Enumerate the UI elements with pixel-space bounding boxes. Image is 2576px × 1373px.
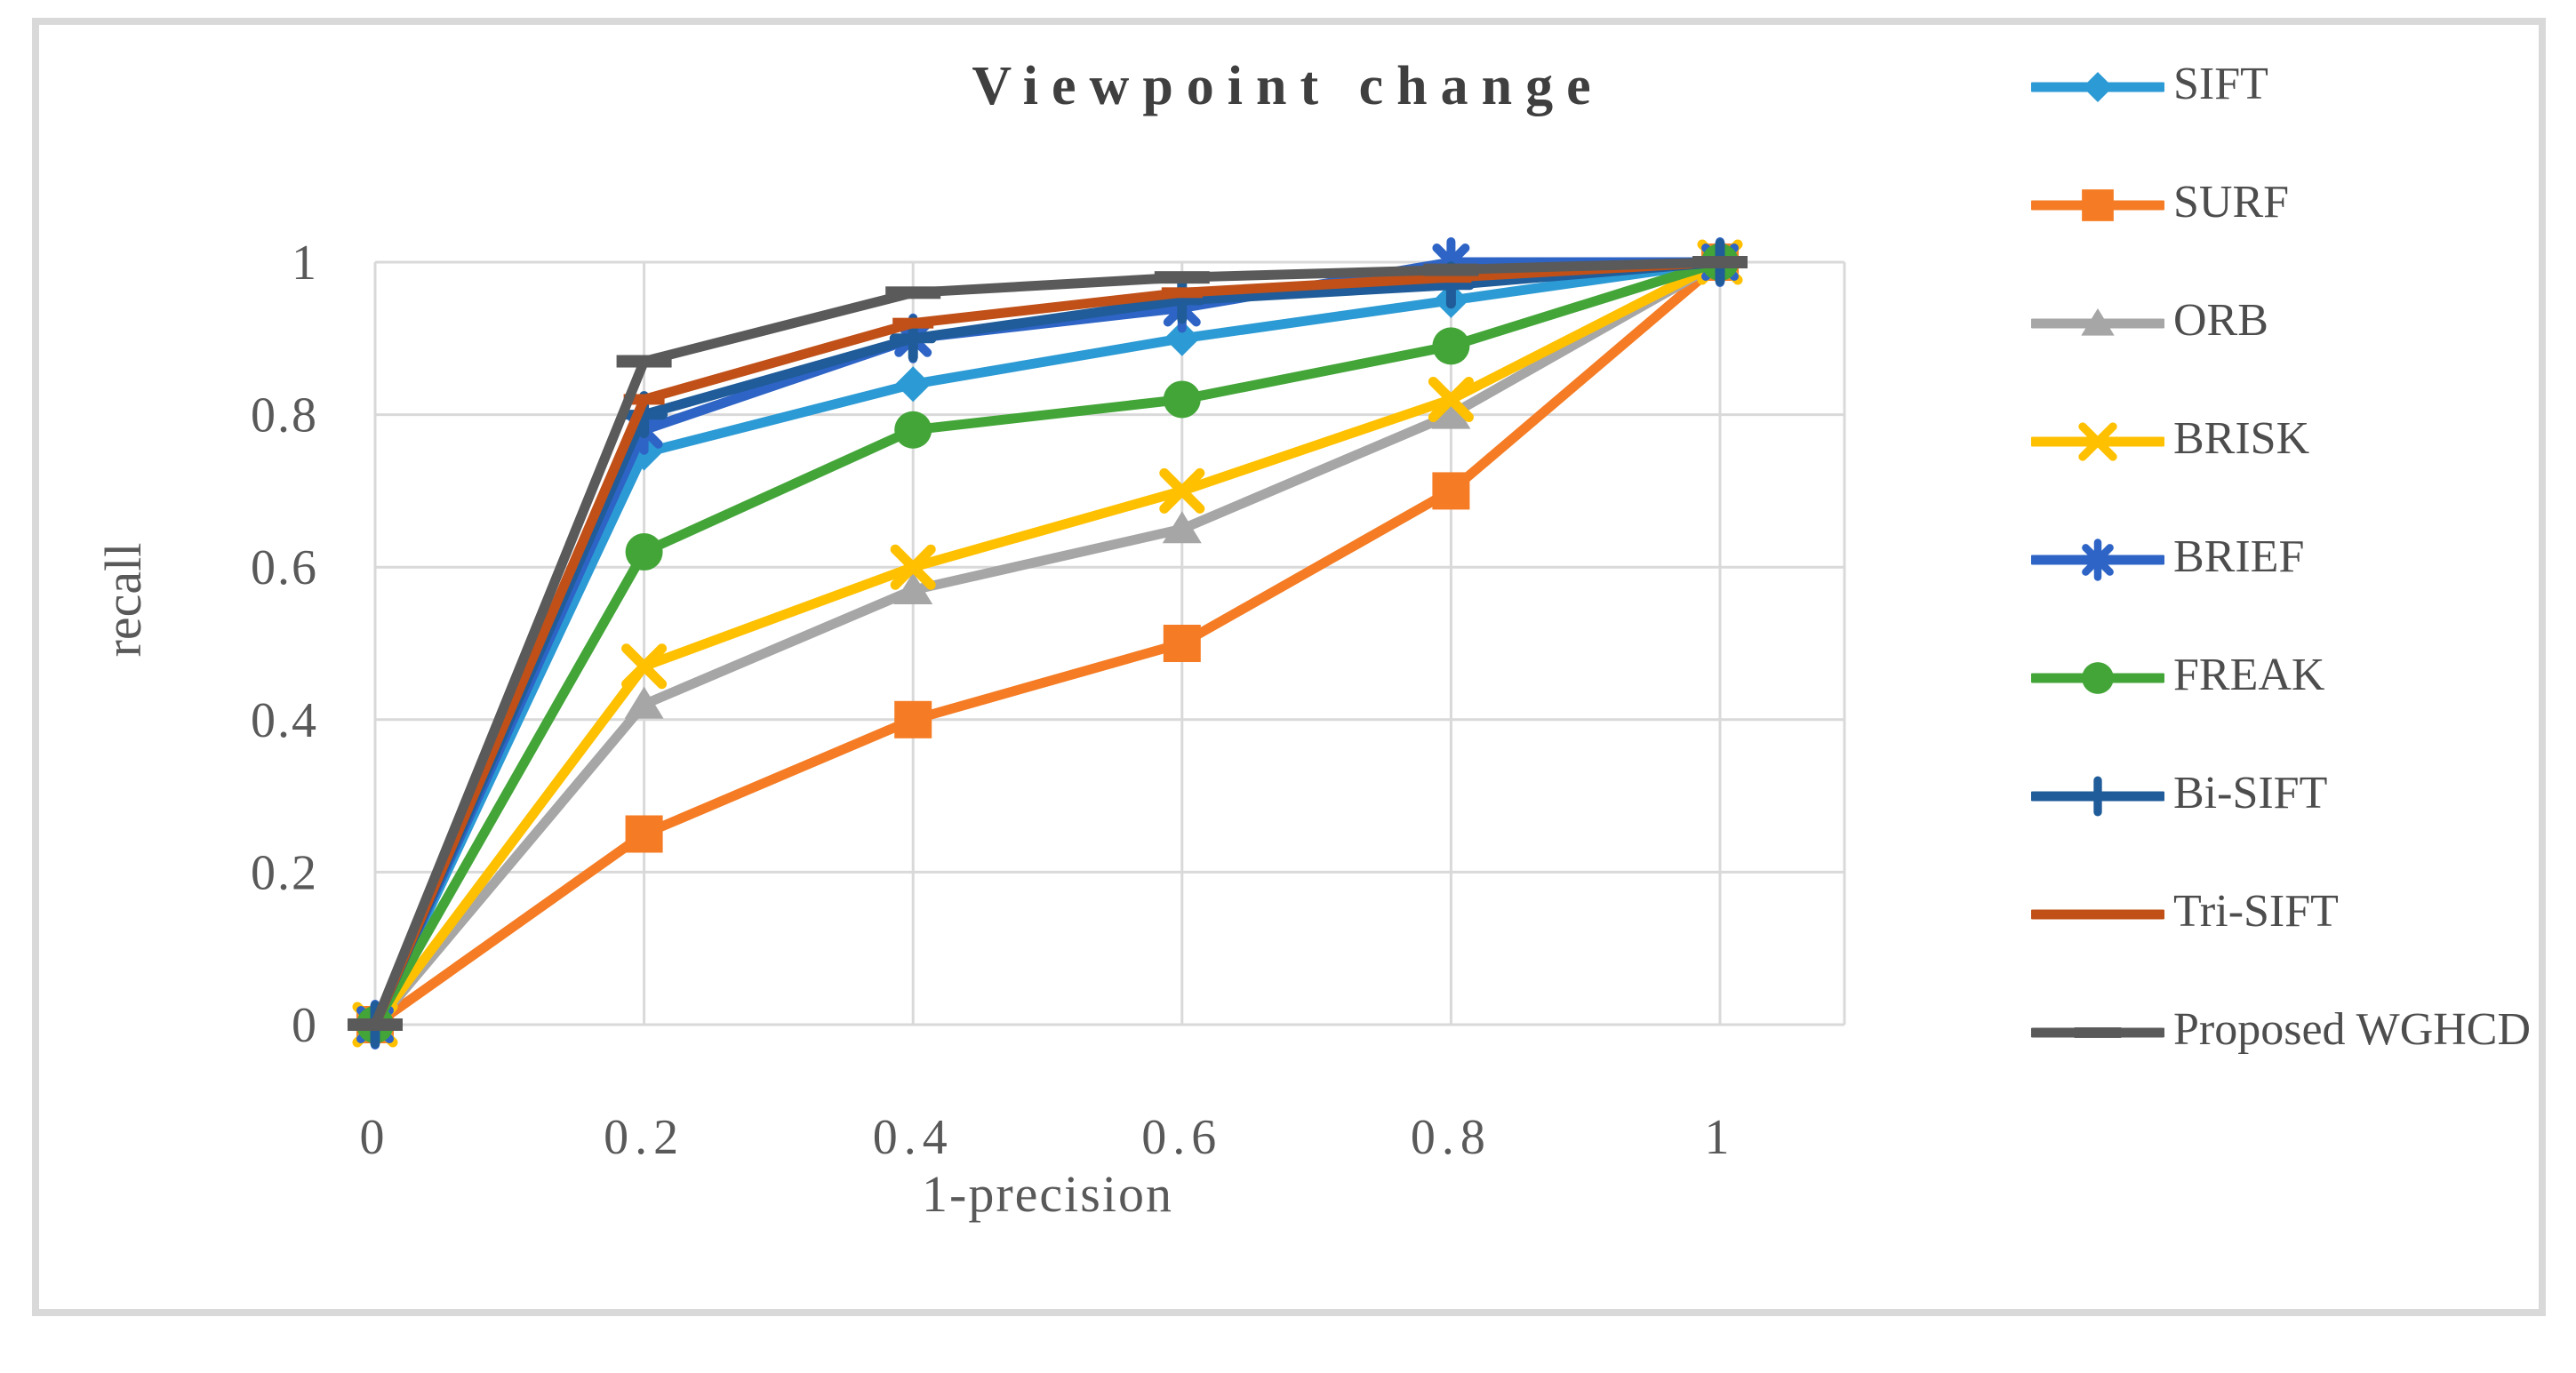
data-point-marker [2082,189,2114,221]
data-point-marker [2077,776,2118,817]
legend-label: SURF [2173,177,2290,228]
x-tick-label: 0.2 [604,1110,684,1165]
legend-marker-diamond-icon [2031,72,2164,102]
series-line-tri-sift [370,257,1725,1030]
legend-marker-dash-icon [2031,909,2164,920]
y-tick-label: 1 [292,235,318,291]
legend-label: BRIEF [2173,531,2305,582]
data-point-marker [893,571,933,604]
legend-item-brief: BRIEF [2031,526,2547,644]
data-point-marker [885,286,941,299]
data-point-marker [894,411,932,449]
data-point-marker [894,700,932,738]
data-point-marker [1432,327,1470,365]
legend-marker-asterisk-icon [2031,539,2164,581]
series-line-bi-sift [370,257,1725,1030]
data-point-marker [1161,287,1203,299]
data-point-marker [1154,271,1210,284]
legend-marker-square-icon [2031,189,2164,221]
data-point-marker [625,533,663,571]
x-tick-label: 0 [360,1110,391,1165]
data-point-marker [2080,909,2116,920]
x-tick-label: 0.4 [873,1110,954,1165]
data-point-marker [1163,625,1201,662]
data-point-marker [1163,380,1201,419]
legend-item-surf: SURF [2031,172,2547,290]
series-line-sift [370,257,1725,1030]
series-line-surf [370,257,1725,1030]
legend-item-bi-sift: Bi-SIFT [2031,762,2547,881]
y-tick-label: 0.8 [251,388,318,443]
data-point-marker [616,355,672,368]
legend-item-freak: FREAK [2031,644,2547,762]
legend-label: Proposed WGHCD [2173,1004,2532,1055]
legend-item-proposed-wghcd: Proposed WGHCD [2031,999,2547,1059]
series-line-proposed-wghcd [370,257,1725,1030]
data-point-marker [1431,396,1471,429]
x-tick-label: 0.6 [1141,1110,1222,1165]
y-tick-label: 0 [292,998,318,1053]
data-point-marker [895,366,932,403]
data-point-marker [1162,511,1202,544]
data-point-marker [1423,263,1479,276]
legend-label: ORB [2173,295,2268,346]
figure-border [32,18,2546,1316]
y-tick-label: 0.2 [251,845,318,900]
legend-item-brisk: BRISK [2031,408,2547,526]
x-tick-label: 0.8 [1411,1110,1492,1165]
data-point-marker [892,317,934,329]
data-point-marker [2074,1027,2122,1038]
y-tick-label: 0.4 [251,693,318,748]
legend-item-sift: SIFT [2031,53,2547,172]
data-point-marker [625,815,663,853]
data-point-marker [1428,376,1474,422]
legend-marker-plus-icon [2031,776,2164,817]
legend-label: SIFT [2173,59,2268,109]
legend-label: Tri-SIFT [2173,886,2339,937]
x-axis-title: 1-precision [922,1165,1173,1223]
data-point-marker [621,643,668,690]
data-point-marker [348,1018,403,1031]
legend-marker-x-icon [2031,422,2164,461]
data-point-marker [2082,662,2114,694]
legend: SIFT SURF ORB BRISK BRIEF FREAK Bi-SIFT Tri-SIF… [2031,53,2547,1059]
legend-label: BRISK [2173,413,2310,464]
legend-label: FREAK [2173,650,2325,700]
legend-item-orb: ORB [2031,290,2547,408]
data-point-marker [1692,256,1748,268]
chart-title: Viewpoint change [972,56,1604,116]
data-point-marker [1432,472,1470,510]
legend-marker-circle-icon [2031,662,2164,694]
data-point-marker [2078,422,2117,461]
legend-label: Bi-SIFT [2173,768,2328,818]
data-point-marker [2083,72,2113,102]
y-axis-title: recall [93,542,152,658]
y-tick-label: 0.6 [251,540,318,595]
data-point-marker [890,544,936,590]
data-point-marker [1159,467,1205,514]
series-line-orb [370,257,1725,1030]
data-point-marker [624,686,664,719]
series-line-freak [370,257,1725,1030]
legend-marker-triangle-icon [2031,308,2164,336]
series-line-brisk [370,257,1725,1030]
legend-item-tri-sift: Tri-SIFT [2031,881,2547,999]
data-point-marker [2081,308,2115,336]
x-tick-label: 1 [1705,1110,1736,1165]
legend-marker-bar-icon [2031,1027,2164,1038]
data-point-marker [2082,539,2114,581]
data-point-marker [1164,320,1200,356]
